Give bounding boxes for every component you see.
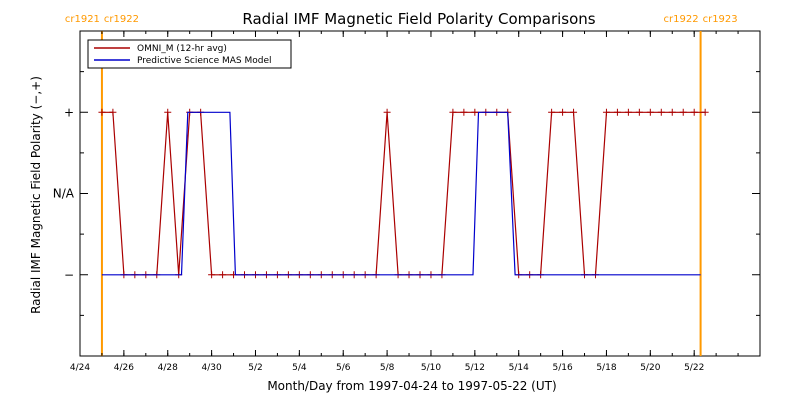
- series-line: [101, 111, 701, 276]
- plot-frame: [79, 30, 761, 357]
- series-layer: [98, 108, 709, 279]
- data-point: [613, 108, 621, 116]
- data-point: [635, 108, 643, 116]
- data-point: [624, 108, 632, 116]
- legend-box: [87, 39, 292, 69]
- data-point: [449, 108, 457, 116]
- y-tick-label: N/A: [53, 187, 75, 201]
- x-axis-label: Month/Day from 1997-04-24 to 1997-05-22 …: [267, 379, 556, 393]
- data-point: [164, 108, 172, 116]
- data-point: [471, 108, 479, 116]
- x-tick-label: 5/20: [640, 363, 660, 373]
- legend: OMNI_M (12-hr avg) Predictive Science MAS…: [87, 39, 292, 69]
- plot-area: 4/24 4/26 4/28 4/30 5/2 5/4 5/6 5/8 5/10 5/12 5/14…: [53, 30, 761, 373]
- x-tick-label: 5/14: [509, 363, 529, 373]
- x-tick-label: 5/12: [465, 363, 485, 373]
- cr-label-before: cr1922: [664, 14, 699, 25]
- x-tick-label: 4/28: [158, 363, 178, 373]
- x-tick-label: 5/22: [684, 363, 704, 373]
- data-point: [219, 271, 227, 279]
- data-point: [383, 108, 391, 116]
- y-axis-ticks: + N/A −: [53, 71, 760, 316]
- x-tick-label: 5/10: [421, 363, 441, 373]
- x-axis-ticks: 4/24 4/26 4/28 4/30 5/2 5/4 5/6 5/8 5/10 5/12 5/14…: [70, 31, 761, 373]
- data-point: [548, 108, 556, 116]
- x-tick-label: 5/16: [552, 363, 572, 373]
- data-point: [668, 108, 676, 116]
- x-tick-label: 5/18: [596, 363, 616, 373]
- data-point: [570, 108, 578, 116]
- data-point: [109, 108, 117, 116]
- x-tick-label: 5/8: [380, 363, 395, 373]
- x-tick-label: 5/6: [336, 363, 351, 373]
- chart-title: Radial IMF Magnetic Field Polarity Compa…: [242, 10, 595, 28]
- cr-label-before: cr1921: [65, 14, 100, 25]
- carrington-rotation-labels: cr1921 cr1922 cr1922 cr1923: [65, 14, 738, 25]
- data-point: [646, 108, 654, 116]
- data-point: [657, 108, 665, 116]
- carrington-rotation-lines: [100, 31, 702, 356]
- x-tick-label: 5/2: [248, 363, 262, 373]
- data-point: [208, 271, 216, 279]
- data-point: [98, 108, 106, 116]
- data-point: [602, 108, 610, 116]
- data-point: [559, 108, 567, 116]
- data-point: [701, 108, 709, 116]
- x-tick-label: 4/24: [70, 363, 90, 373]
- data-point: [460, 108, 468, 116]
- data-point: [679, 108, 687, 116]
- legend-entry: OMNI_M (12-hr avg): [137, 44, 227, 54]
- cr-label-after: cr1922: [104, 14, 139, 25]
- legend-entry: Predictive Science MAS Model: [137, 56, 272, 66]
- cr-label-after: cr1923: [703, 14, 738, 25]
- y-axis-label: Radial IMF Magnetic Field Polarity (−,+): [29, 76, 43, 314]
- series-1: [101, 111, 701, 276]
- y-tick-label: +: [64, 105, 74, 119]
- data-point: [690, 108, 698, 116]
- x-tick-label: 4/30: [202, 363, 222, 373]
- x-tick-label: 5/4: [292, 363, 307, 373]
- series-line: [101, 111, 706, 276]
- y-tick-label: −: [64, 268, 74, 282]
- x-tick-label: 4/26: [114, 363, 134, 373]
- series-0: [98, 108, 709, 279]
